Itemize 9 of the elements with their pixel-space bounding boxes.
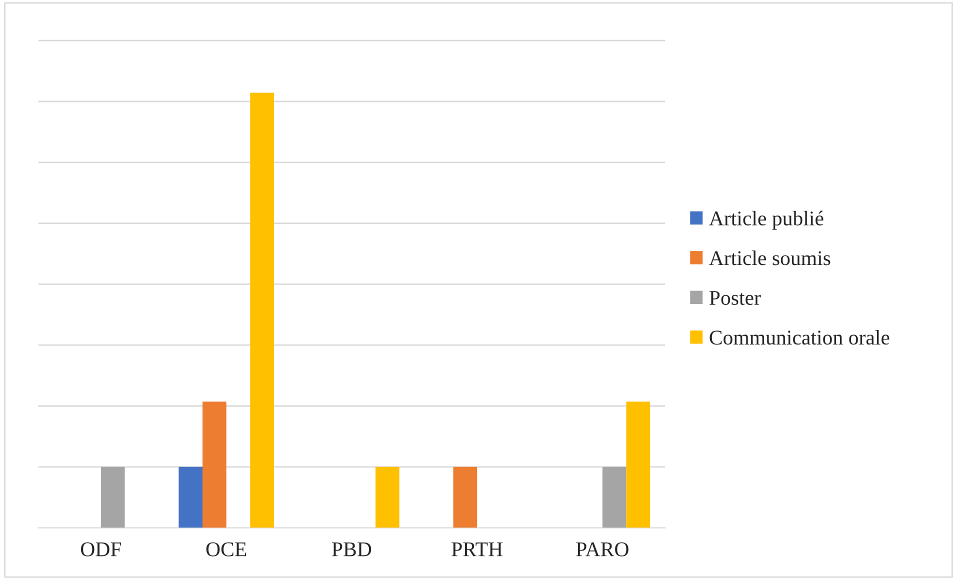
x-tick-label: PARO [576,542,628,556]
x-tick-label: PBD [332,542,372,556]
x-tick-label: ODF [80,542,122,556]
x-tick-label: PRTH [452,542,502,556]
legend-label: Article publié [709,210,824,230]
x-tick-label: OCE [206,542,246,556]
legend-label: Article soumis [709,250,830,266]
legend-label: Poster [709,291,761,305]
legend-label: Communication orale [710,330,890,345]
